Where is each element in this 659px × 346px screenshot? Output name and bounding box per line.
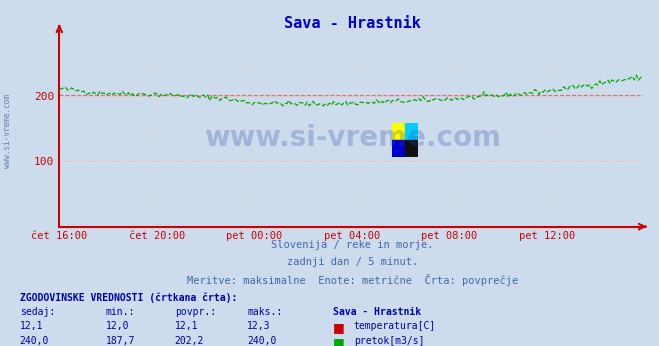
Text: maks.:: maks.:: [247, 307, 282, 317]
Text: ZGODOVINSKE VREDNOSTI (črtkana črta):: ZGODOVINSKE VREDNOSTI (črtkana črta):: [20, 292, 237, 303]
Text: ■: ■: [333, 321, 345, 335]
Text: 240,0: 240,0: [247, 336, 277, 346]
Text: 12,1: 12,1: [20, 321, 43, 331]
Text: ■: ■: [333, 336, 345, 346]
Text: min.:: min.:: [105, 307, 135, 317]
Bar: [392, 123, 405, 140]
Text: 12,3: 12,3: [247, 321, 271, 331]
Text: pretok[m3/s]: pretok[m3/s]: [354, 336, 424, 346]
Bar: [392, 140, 405, 157]
Text: www.si-vreme.com: www.si-vreme.com: [204, 125, 501, 152]
Bar: [405, 140, 418, 157]
Text: zadnji dan / 5 minut.: zadnji dan / 5 minut.: [287, 257, 418, 267]
Text: 202,2: 202,2: [175, 336, 204, 346]
Text: Sava - Hrastnik: Sava - Hrastnik: [284, 16, 421, 30]
Text: 187,7: 187,7: [105, 336, 135, 346]
Text: 240,0: 240,0: [20, 336, 49, 346]
Text: Sava - Hrastnik: Sava - Hrastnik: [333, 307, 421, 317]
Text: Meritve: maksimalne  Enote: metrične  Črta: povprečje: Meritve: maksimalne Enote: metrične Črta…: [187, 274, 518, 286]
Text: 12,1: 12,1: [175, 321, 198, 331]
Text: povpr.:: povpr.:: [175, 307, 215, 317]
Bar: [405, 123, 418, 140]
Text: temperatura[C]: temperatura[C]: [354, 321, 436, 331]
Text: Slovenija / reke in morje.: Slovenija / reke in morje.: [272, 240, 434, 251]
Text: 12,0: 12,0: [105, 321, 129, 331]
Text: sedaj:: sedaj:: [20, 307, 55, 317]
Text: www.si-vreme.com: www.si-vreme.com: [3, 94, 13, 169]
